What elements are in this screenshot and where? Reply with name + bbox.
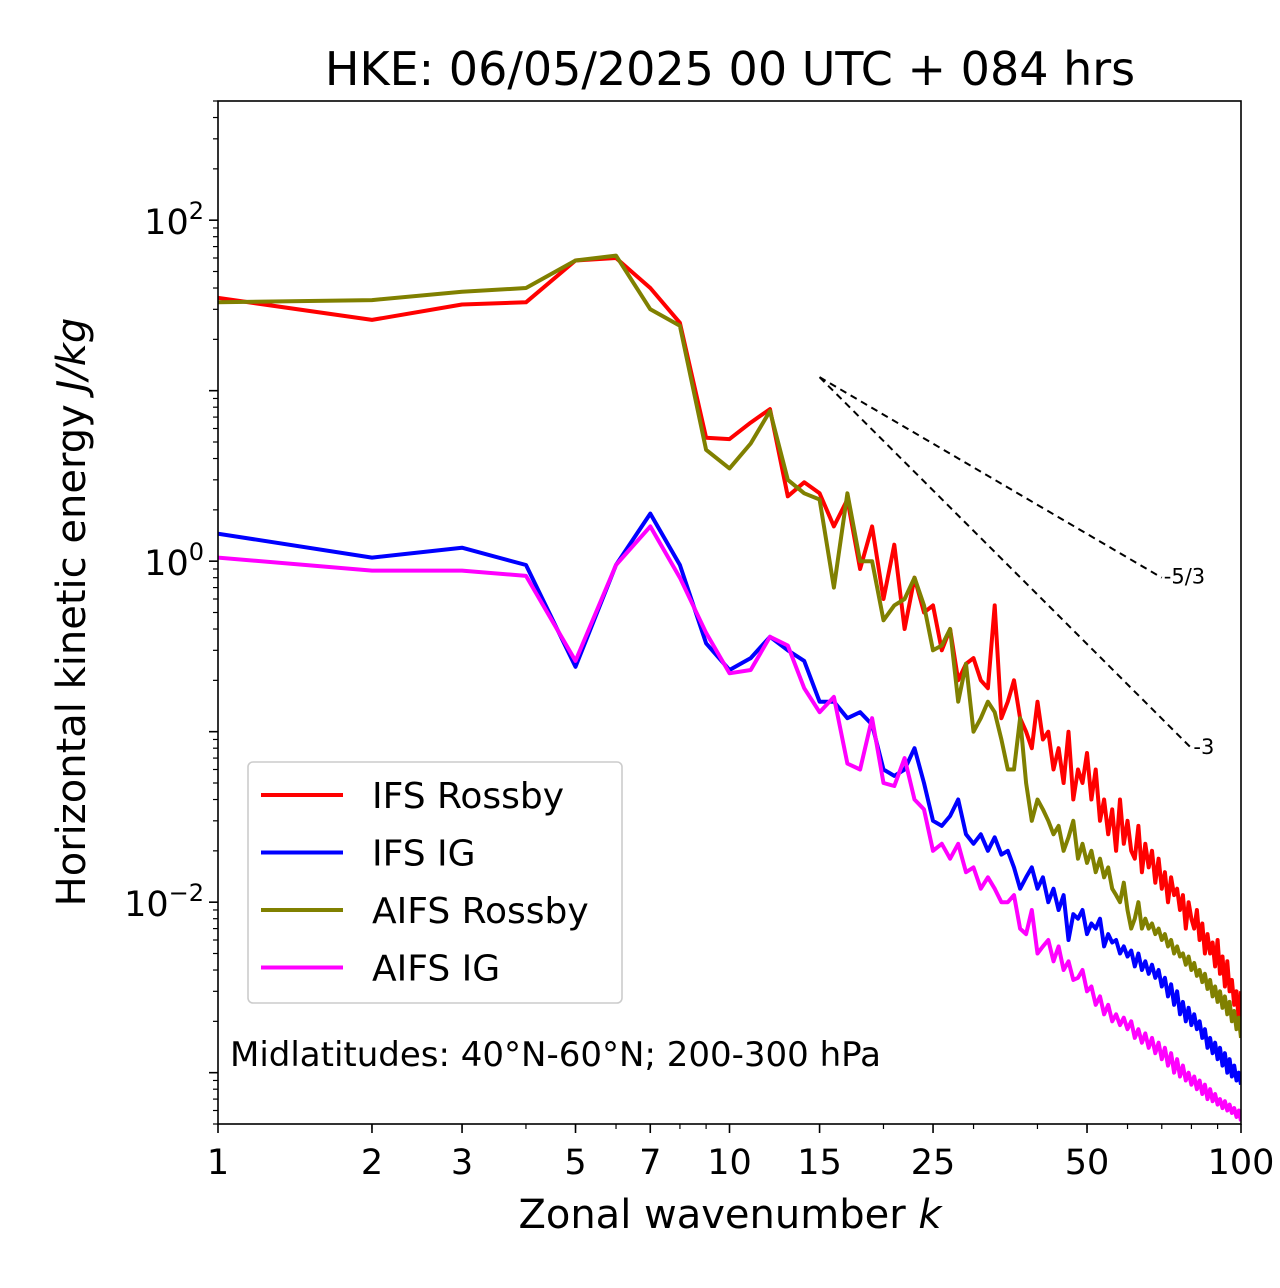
y-tick-label: 10−2 (124, 879, 204, 925)
x-tick-label: 100 (1208, 1143, 1275, 1183)
x-tick-label: 1 (207, 1143, 229, 1183)
reference-slope-line (818, 376, 1193, 749)
x-axis-label-text: Zonal wavenumber (518, 1192, 918, 1238)
reference-slope-line (819, 376, 1163, 579)
x-tick-label: 7 (639, 1143, 661, 1183)
x-tick-label: 25 (911, 1143, 956, 1183)
reference-slope-label: -5/3 (1164, 565, 1205, 589)
series-line-aifs-ig (218, 524, 1241, 1122)
x-tick-label: 50 (1065, 1143, 1110, 1183)
legend-label: AIFS Rossby (372, 891, 589, 932)
x-tick-label: 15 (797, 1143, 842, 1183)
legend-label: AIFS IG (372, 949, 500, 990)
legend-label: IFS Rossby (372, 776, 564, 817)
legend-box (247, 761, 623, 1004)
reference-slope-labels: -5/3 -3 (1164, 565, 1215, 760)
y-axis-label: Horizontal kinetic energy J/kg (49, 318, 95, 907)
plot-area (218, 253, 1241, 1122)
region-annotation: Midlatitudes: 40°N-60°N; 200-300 hPa (230, 1035, 881, 1075)
x-tick-label: 2 (361, 1143, 383, 1183)
series-lines (218, 253, 1241, 1122)
x-axis-label-var: k (918, 1192, 943, 1238)
legend-label: IFS IG (372, 834, 476, 875)
axis-ticks: 1 2 3 5 7 10 15 25 50 100 102 100 10−2 (124, 100, 1275, 1183)
y-axis-label-text: Horizontal kinetic energy (49, 392, 95, 907)
plot-frame (217, 100, 1242, 1125)
y-axis-label-unit: J/kg (49, 318, 95, 399)
legend: IFS Rossby IFS IG AIFS Rossby AIFS IG (247, 761, 623, 1004)
reference-slopes (818, 376, 1193, 749)
chart-title: HKE: 06/05/2025 00 UTC + 084 hrs (325, 42, 1135, 96)
y-tick-label: 102 (144, 197, 204, 243)
series-line-aifs-rossby (218, 253, 1241, 1039)
x-axis-label: Zonal wavenumber k (518, 1192, 943, 1238)
x-tick-label: 3 (451, 1143, 473, 1183)
reference-slope-label: -3 (1193, 735, 1214, 759)
x-tick-label: 10 (707, 1143, 752, 1183)
x-tick-label: 5 (564, 1143, 586, 1183)
series-line-ifs-ig (218, 511, 1241, 1086)
y-tick-label: 100 (144, 538, 204, 584)
